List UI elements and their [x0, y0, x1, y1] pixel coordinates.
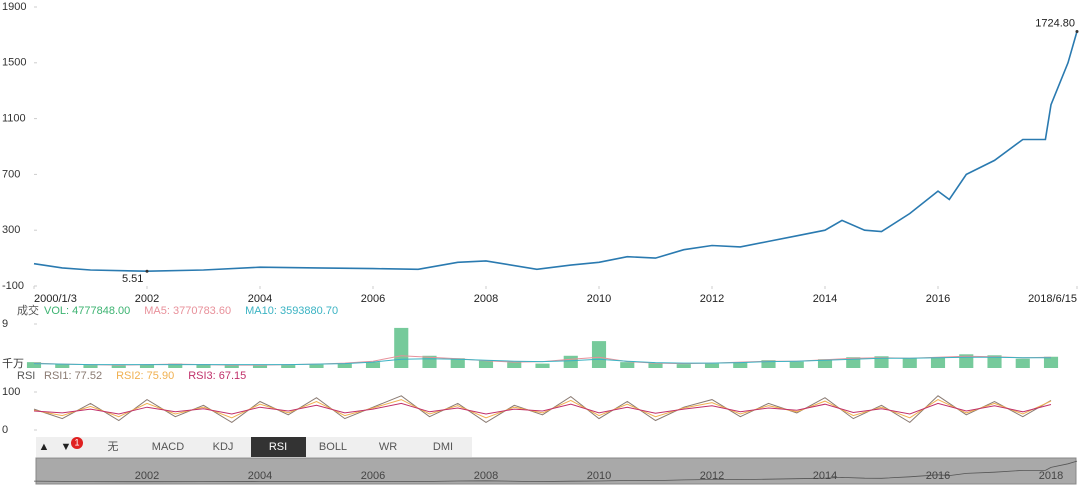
- legend-entry: RSI1: 77.52: [44, 370, 102, 382]
- y-tick-label: 1900: [2, 1, 26, 13]
- y-tick-label: 1100: [2, 113, 26, 125]
- volume-bar: [224, 365, 239, 368]
- navigator-line: [33, 460, 1078, 483]
- navigator-label: 2002: [135, 470, 159, 482]
- y-tick-label: 300: [2, 224, 20, 236]
- volume-bar: [620, 362, 635, 368]
- volume-bar: [761, 360, 776, 368]
- volume-bar: [704, 363, 720, 368]
- tab[interactable]: BOLL: [319, 441, 347, 453]
- volume-bar: [1043, 356, 1059, 368]
- down-button[interactable]: ▼: [61, 441, 72, 453]
- annotation-point: [1075, 29, 1079, 33]
- legend-entry: VOL: 4777848.00: [44, 305, 130, 317]
- legend-entry: MA10: 3593880.70: [245, 305, 338, 317]
- volume-bar: [1015, 358, 1030, 368]
- volume-bar: [676, 364, 691, 368]
- tab[interactable]: 无: [108, 441, 119, 453]
- volume-bar: [817, 359, 833, 368]
- volume-bar: [111, 365, 126, 368]
- volume-bar: [55, 364, 70, 368]
- annotation: 1724.80: [1035, 17, 1075, 29]
- x-tick-label: 2002: [135, 293, 159, 305]
- volume-bar: [987, 355, 1002, 368]
- volume-bar: [591, 341, 607, 368]
- annotation-point: [145, 269, 149, 273]
- x-tick-label: 2018/6/15: [1028, 293, 1077, 305]
- navigator-label: 2012: [700, 470, 724, 482]
- volume-bar: [478, 360, 494, 368]
- volume-bar: [337, 363, 352, 368]
- x-tick-label: 2010: [587, 293, 611, 305]
- tab[interactable]: KDJ: [213, 441, 234, 453]
- x-tick-label: 2004: [248, 293, 272, 305]
- badge-count: 1: [74, 437, 79, 447]
- line: [33, 31, 1078, 273]
- legend-entry: RSI2: 75.90: [116, 370, 174, 382]
- volume-bar: [733, 362, 748, 368]
- volume-bar: [26, 362, 42, 368]
- y-tick-label: 0: [2, 424, 8, 436]
- legend-entry: MA5: 3770783.60: [144, 305, 231, 317]
- volume-bar: [930, 357, 946, 368]
- y-tick-label: 100: [2, 386, 20, 398]
- volume-bar: [394, 327, 409, 368]
- y-tick-label: 1500: [2, 57, 26, 69]
- volume-bar: [309, 364, 324, 368]
- x-tick-label: 2014: [813, 293, 837, 305]
- line: [33, 402, 1052, 415]
- active-tab-bg: [251, 437, 306, 457]
- navigator-label: 2004: [248, 470, 272, 482]
- x-tick-label: 2008: [474, 293, 498, 305]
- volume-bar: [83, 365, 98, 368]
- x-tick-label: 2000/1/3: [34, 293, 77, 305]
- panel-label: 成交: [17, 303, 39, 317]
- tab[interactable]: MACD: [152, 441, 184, 453]
- volume-bar: [507, 362, 522, 368]
- volume-bar: [902, 358, 917, 368]
- volume-bar: [563, 355, 578, 368]
- line: [33, 395, 1052, 424]
- ma-line: [33, 356, 1051, 366]
- unit-label: 千万: [2, 357, 24, 370]
- badge: [71, 437, 83, 449]
- volume-bar: [874, 356, 889, 368]
- volume-bar: [281, 365, 296, 368]
- navigator-label: 2008: [474, 470, 498, 482]
- line: [33, 399, 1052, 419]
- navigator-label: 2018: [1039, 470, 1063, 482]
- y-tick-label: 700: [2, 168, 20, 180]
- x-tick-label: 2006: [361, 293, 385, 305]
- up-button[interactable]: ▲: [39, 441, 50, 453]
- legend-entry: RSI3: 67.15: [188, 370, 246, 382]
- volume-bar: [139, 364, 155, 368]
- annotation: 5.51: [122, 273, 143, 285]
- navigator-label: 2014: [813, 470, 837, 482]
- navigator-bg: [35, 457, 1077, 485]
- volume-bar: [450, 358, 465, 368]
- volume-bar: [648, 363, 663, 368]
- volume-bar: [535, 363, 550, 368]
- volume-bar: [789, 361, 804, 368]
- volume-bar: [252, 365, 268, 368]
- volume-bar: [846, 357, 861, 368]
- y-tick-label: 9: [2, 318, 8, 330]
- volume-bar: [365, 362, 381, 368]
- tab[interactable]: DMI: [433, 441, 453, 453]
- navigator-label: 2016: [926, 470, 950, 482]
- navigator-label: 2010: [587, 470, 611, 482]
- navigator-label: 2006: [361, 470, 385, 482]
- volume-bar: [168, 363, 183, 368]
- x-tick-label: 2016: [926, 293, 950, 305]
- x-tick-label: 2012: [700, 293, 724, 305]
- panel-label: RSI: [17, 370, 35, 382]
- tab[interactable]: RSI: [269, 441, 287, 453]
- tab[interactable]: WR: [379, 441, 397, 453]
- volume-bar: [196, 364, 211, 368]
- y-tick-label: -100: [2, 280, 24, 292]
